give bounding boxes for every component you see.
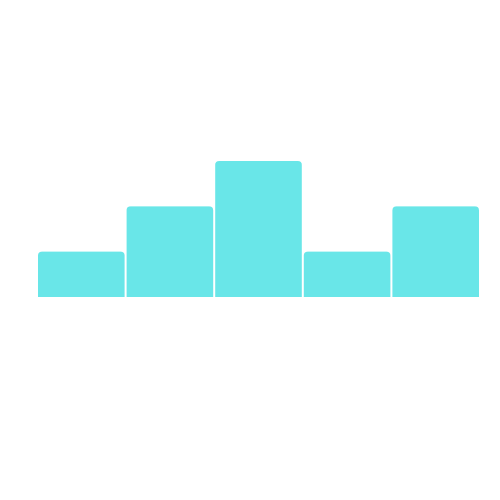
bar-3 <box>215 161 302 297</box>
bar-1 <box>38 252 125 297</box>
bar-4 <box>304 252 391 297</box>
bar-2 <box>127 206 214 297</box>
bar-5 <box>392 206 479 297</box>
bar-group <box>38 161 479 297</box>
